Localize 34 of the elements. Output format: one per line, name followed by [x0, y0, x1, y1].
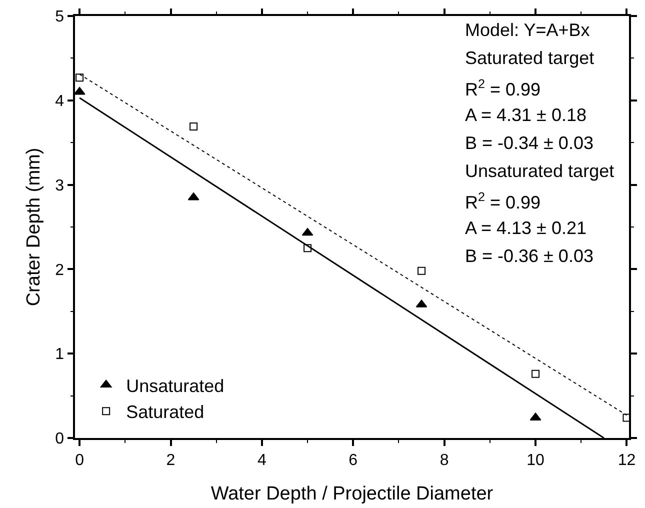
annotation: A = 4.31 ± 0.18: [465, 105, 586, 125]
annotation: R$^{2}$ = 0.99: [465, 190, 541, 213]
annotation: B = -0.34 ± 0.03: [465, 133, 594, 153]
x-tick-label: 4: [257, 452, 266, 469]
point: [418, 266, 426, 275]
y-tick-label: 4: [55, 93, 64, 110]
point: [76, 74, 84, 82]
annotation: Saturated target: [465, 48, 594, 68]
annotation: Model: Y=A+Bx: [465, 20, 590, 40]
y-tick-label: 1: [55, 346, 64, 364]
y-tick-label: 5: [55, 8, 64, 26]
legend-label: Unsaturated: [126, 376, 224, 396]
x-tick-label: 10: [526, 452, 545, 469]
annotation: A = 4.13 ± 0.21: [465, 218, 586, 238]
point: [75, 86, 86, 95]
annotation: Unsaturated target: [465, 161, 614, 181]
x-tick-label: 8: [440, 452, 449, 469]
x-tick-label: 2: [166, 452, 176, 469]
y-axis-title: Crater Depth (mm): [23, 148, 44, 306]
x-tick-label: 0: [75, 452, 84, 469]
point: [188, 192, 200, 200]
point: [190, 122, 198, 131]
legend-label: Saturated: [126, 402, 204, 422]
y-tick-label: 3: [55, 177, 64, 194]
annotation: B = -0.36 ± 0.03: [465, 246, 594, 266]
x-tick-label: 6: [348, 452, 358, 469]
point: [532, 370, 540, 378]
point: [304, 244, 312, 252]
x-axis-title: Water Depth / Projectile Diameter: [210, 483, 494, 504]
point: [302, 228, 314, 236]
x-tick-label: 12: [618, 452, 636, 469]
annotation: R$^{2}$ = 0.99: [465, 77, 541, 100]
y-tick-label: 2: [55, 262, 64, 279]
y-tick-label: 0: [55, 430, 64, 448]
